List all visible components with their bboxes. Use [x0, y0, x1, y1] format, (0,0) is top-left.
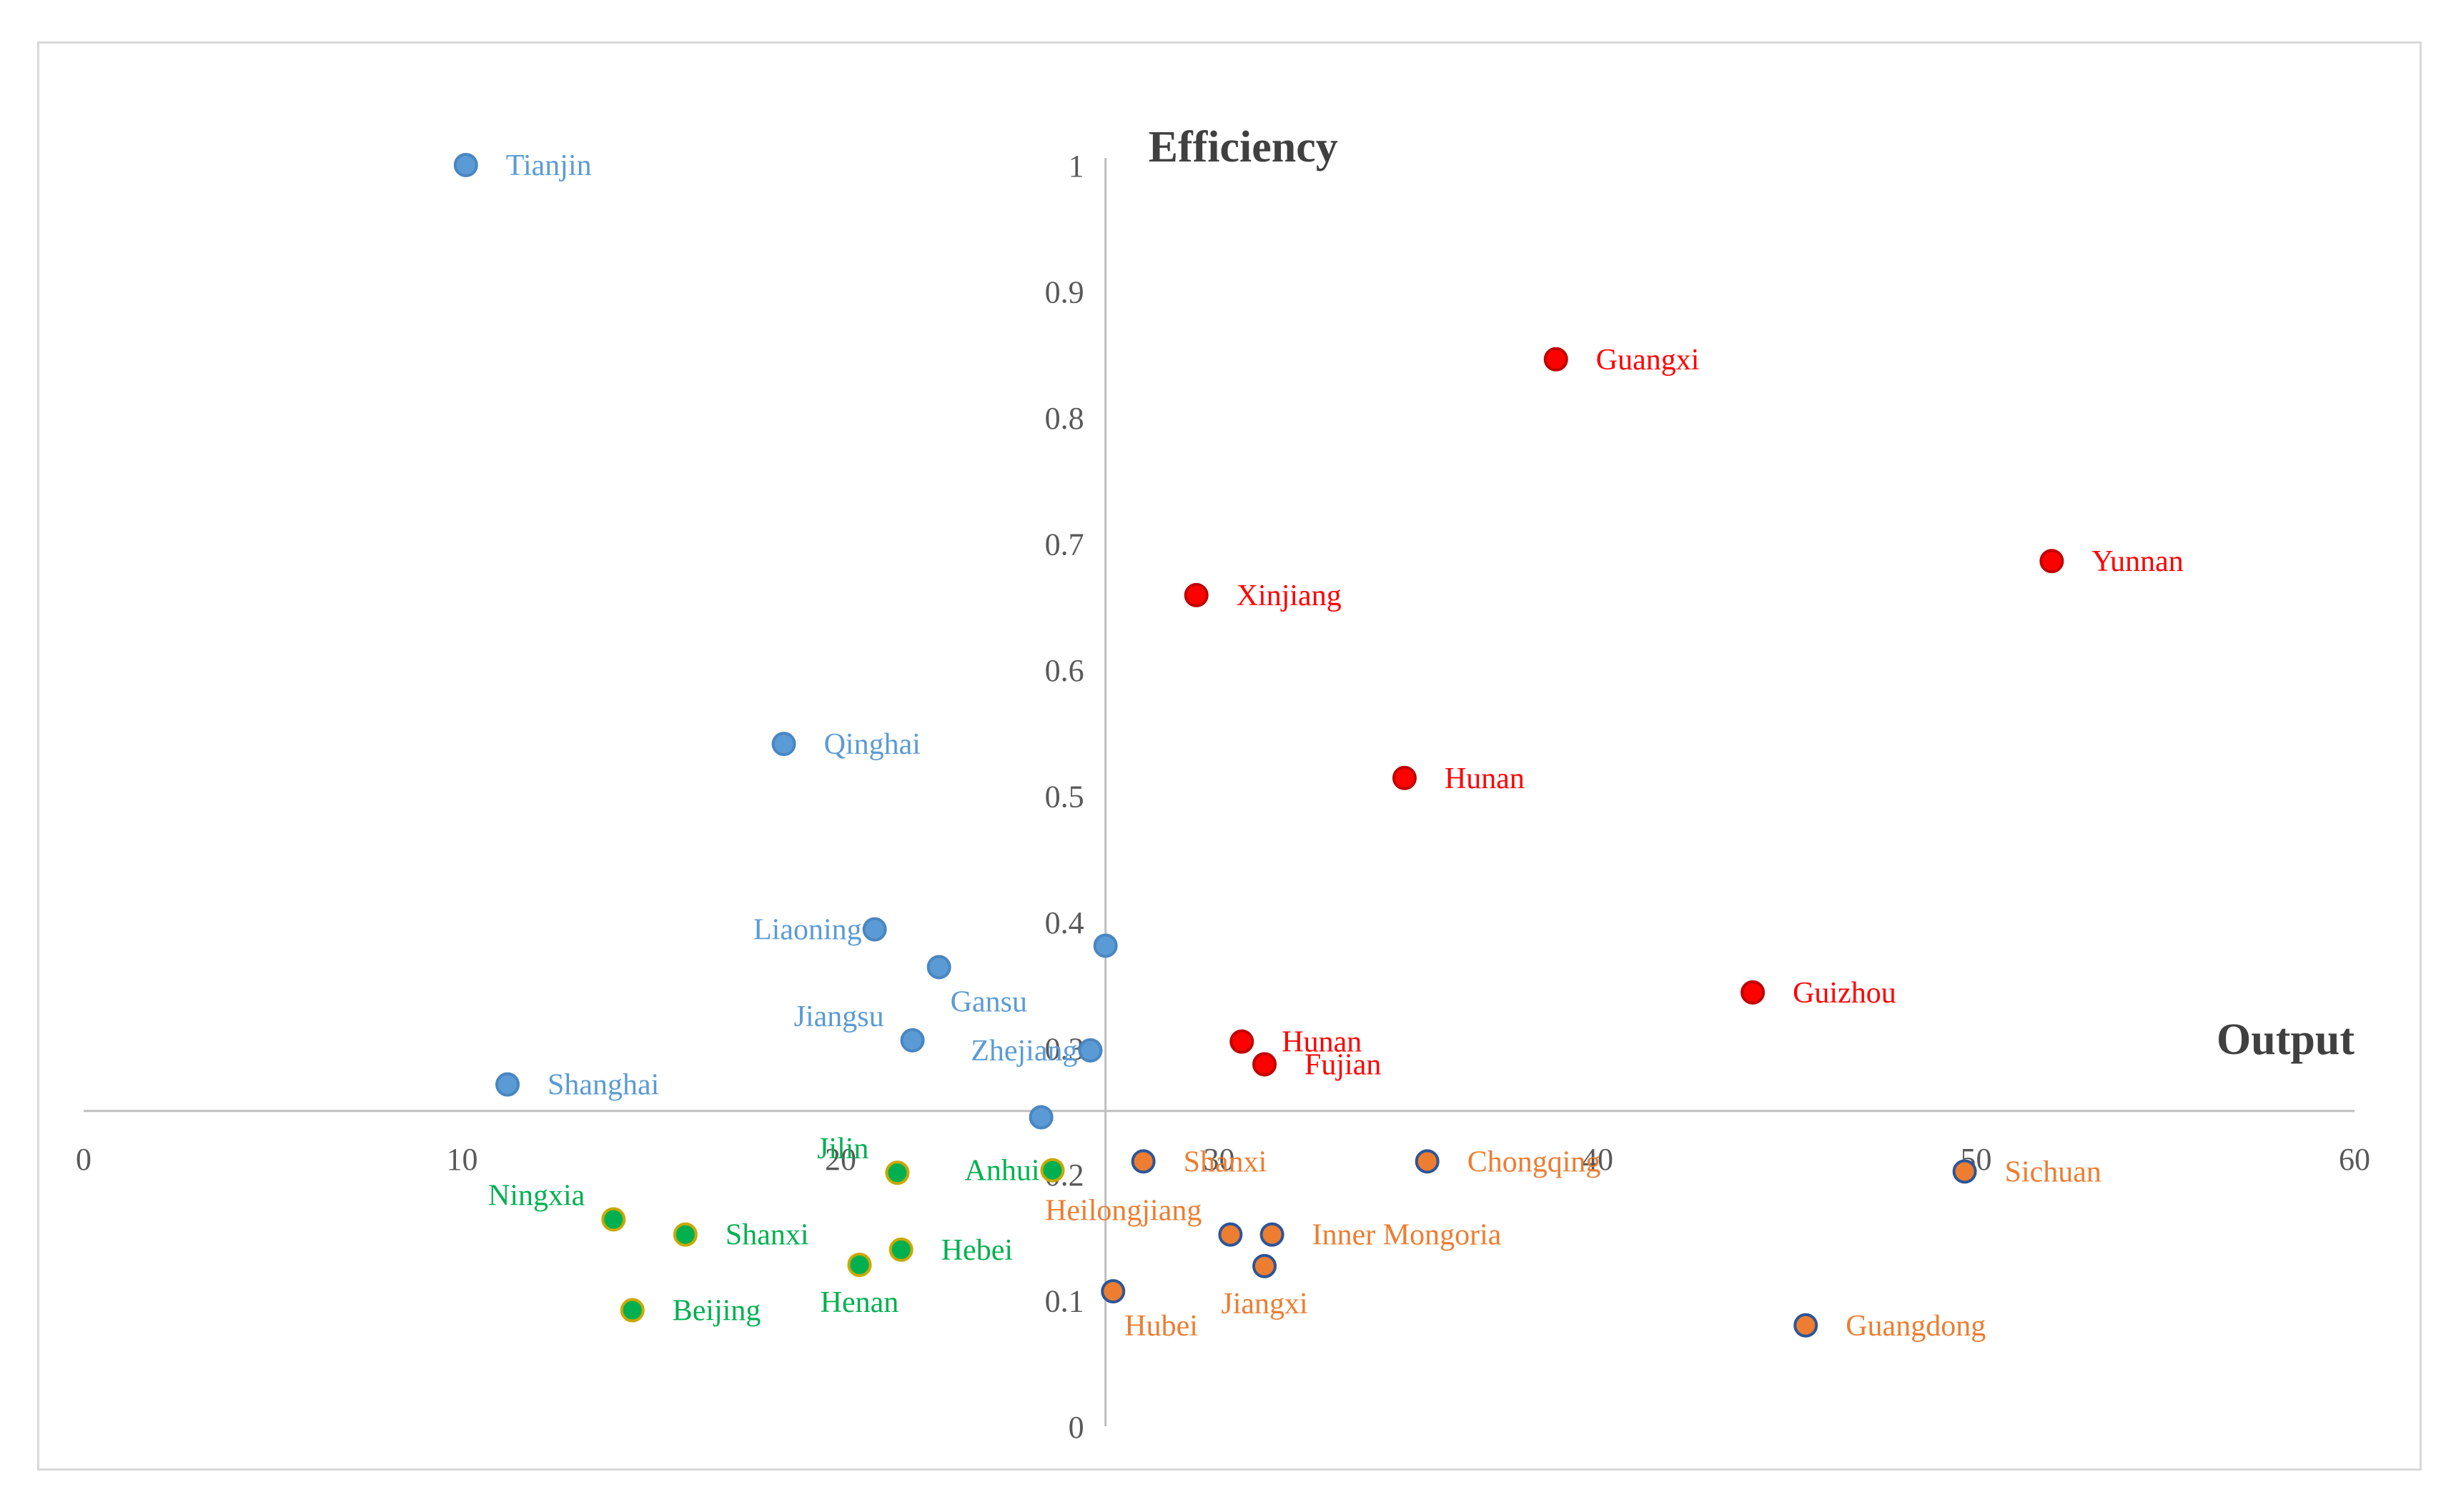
- point-label: Shanxi: [726, 1219, 809, 1252]
- y-axis-title: Efficiency: [1149, 123, 1338, 171]
- point-label: Fujian: [1304, 1048, 1381, 1081]
- data-point: [1131, 1149, 1156, 1174]
- y-tick-label: 0: [1069, 1410, 1084, 1445]
- point-label: Anhui: [965, 1155, 1040, 1188]
- data-point: [885, 1160, 910, 1185]
- data-point: [900, 1028, 925, 1053]
- point-label: Guizhou: [1793, 977, 1896, 1010]
- data-point: [1184, 582, 1209, 607]
- point-label: Inner Mongoria: [1312, 1219, 1502, 1252]
- data-point: [888, 1237, 913, 1262]
- data-point: [1078, 1038, 1103, 1063]
- point-label: Jilin: [817, 1133, 868, 1165]
- point-label: Sichuan: [2005, 1155, 2101, 1188]
- point-label: Tianjin: [506, 149, 592, 182]
- data-point: [673, 1222, 698, 1247]
- x-axis-title: Output: [2217, 1015, 2355, 1064]
- data-point: [1259, 1222, 1284, 1247]
- data-point: [620, 1298, 645, 1323]
- data-point: [771, 732, 796, 757]
- point-label: Qinghai: [824, 728, 921, 761]
- x-tick-label: 40: [1582, 1142, 1613, 1177]
- point-label: Zhejiang: [971, 1035, 1077, 1068]
- tick-labels: 0 10 20 30 40 50 6000.10.20.30.40.50.60.70.80.…: [76, 149, 2370, 1445]
- point-label: Jiangsu: [794, 1000, 884, 1033]
- data-point: [601, 1207, 626, 1232]
- data-point: [1040, 1158, 1065, 1183]
- point-label: Chongqing: [1467, 1145, 1601, 1178]
- y-tick-label: 0.8: [1045, 401, 1084, 436]
- point-label: Xinjiang: [1237, 580, 1342, 612]
- point-label: Henan: [821, 1286, 899, 1319]
- x-tick-label: 60: [2339, 1142, 2370, 1177]
- chart-frame: 0 10 20 30 40 50 60 0 0.1 0.2 0.3 0.4 0.5 0.6 0.7 0.8 0.…: [37, 41, 2422, 1471]
- point-label: Shanxi: [1184, 1145, 1267, 1178]
- y-tick-label: 0.6: [1045, 653, 1084, 688]
- axes: [84, 158, 2355, 1426]
- data-point: [1029, 1105, 1054, 1130]
- y-tick-label: 0.3: [1045, 1032, 1084, 1067]
- point-label: Liaoning: [753, 914, 862, 947]
- point-label: Hunan: [1445, 762, 1525, 795]
- data-point: [1218, 1222, 1243, 1247]
- point-label: Jiangxi: [1221, 1288, 1307, 1320]
- point-label: Beijing: [673, 1295, 761, 1328]
- data-point: [926, 955, 951, 980]
- point-label: Yunnan: [2091, 545, 2183, 578]
- data-point: [862, 917, 887, 942]
- data-point: [847, 1253, 872, 1278]
- data-point: [1793, 1313, 1818, 1338]
- data-point: [1952, 1159, 1977, 1184]
- point-label: Guangdong: [1846, 1310, 1986, 1343]
- point-label: Hubei: [1124, 1310, 1198, 1343]
- data-point: [1229, 1029, 1254, 1054]
- x-tick-label: 10: [447, 1142, 478, 1177]
- data-point: [1252, 1253, 1277, 1278]
- point-label: Guangxi: [1596, 344, 1700, 377]
- point-labels: GuangxiYunnanXinjiangHunanGuizhouHunanFu…: [488, 149, 2184, 1343]
- point-label: Ningxia: [488, 1180, 585, 1213]
- data-point: [453, 153, 478, 177]
- point-label: Gansu: [951, 986, 1027, 1019]
- y-tick-label: 0.7: [1045, 527, 1084, 562]
- data-points: [453, 153, 2064, 1338]
- point-label: Hebei: [941, 1234, 1013, 1267]
- x-tick-label: 0: [76, 1142, 91, 1177]
- point-label: Heilongjiang: [1045, 1195, 1202, 1228]
- scatter-chart: 0 10 20 30 40 50 6000.10.20.30.40.50.60.70.80.…: [76, 123, 2370, 1445]
- point-label: Hunan: [1282, 1026, 1362, 1059]
- data-point: [1392, 765, 1417, 790]
- data-point: [1415, 1149, 1440, 1174]
- data-point: [1543, 347, 1568, 372]
- data-point: [495, 1072, 520, 1097]
- data-point: [1101, 1279, 1126, 1304]
- data-point: [1741, 980, 1766, 1005]
- data-point: [1252, 1052, 1277, 1077]
- y-tick-label: 0.5: [1045, 780, 1084, 815]
- point-label: Shanghai: [548, 1069, 659, 1102]
- x-tick-label: 30: [1204, 1142, 1235, 1177]
- y-tick-label: 0.4: [1045, 905, 1084, 940]
- x-tick-label: 20: [825, 1142, 856, 1177]
- y-tick-label: 0.9: [1045, 275, 1084, 310]
- data-point: [1093, 933, 1118, 958]
- data-point: [2039, 549, 2064, 574]
- y-tick-label: 0.1: [1045, 1284, 1084, 1319]
- y-tick-label: 1: [1069, 149, 1084, 184]
